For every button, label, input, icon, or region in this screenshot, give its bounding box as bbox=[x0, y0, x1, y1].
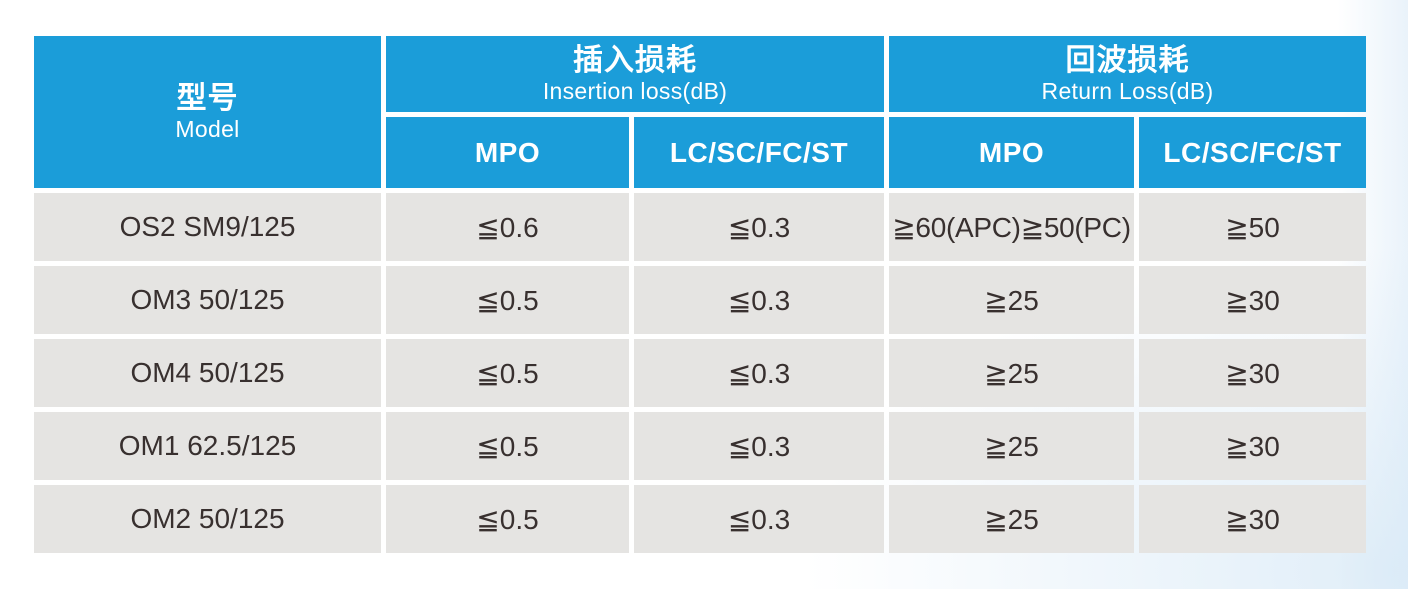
cell-insertion-lcscfcst: ≦0.3 bbox=[634, 266, 885, 334]
subheader-return-lcscfcst: LC/SC/FC/ST bbox=[1139, 117, 1367, 188]
cell-insertion-mpo: ≦0.5 bbox=[386, 412, 629, 480]
table-row-os2: OS2 SM9/125 ≦0.6 ≦0.3 ≧60(APC)≧50(PC) ≧5… bbox=[34, 193, 1367, 261]
spec-table-container: 型号 Model 插入损耗 Insertion loss(dB) 回波损耗 Re… bbox=[29, 31, 1371, 558]
header-group-return-loss: 回波损耗 Return Loss(dB) bbox=[889, 36, 1367, 112]
cell-return-mpo: ≧25 bbox=[889, 266, 1135, 334]
optical-loss-spec-table: 型号 Model 插入损耗 Insertion loss(dB) 回波损耗 Re… bbox=[29, 31, 1371, 558]
header-return-loss-zh: 回波损耗 bbox=[1065, 43, 1190, 77]
cell-insertion-lcscfcst: ≦0.3 bbox=[634, 412, 885, 480]
cell-model: OM4 50/125 bbox=[34, 339, 381, 407]
cell-model: OM3 50/125 bbox=[34, 266, 381, 334]
subheader-insertion-mpo: MPO bbox=[386, 117, 629, 188]
subheader-return-mpo: MPO bbox=[889, 117, 1135, 188]
cell-return-mpo: ≧25 bbox=[889, 485, 1135, 553]
header-model-en: Model bbox=[175, 115, 240, 142]
header-return-loss-en: Return Loss(dB) bbox=[1041, 77, 1214, 104]
header-model-zh: 型号 bbox=[176, 81, 239, 115]
cell-insertion-lcscfcst: ≦0.3 bbox=[634, 485, 885, 553]
cell-return-lcscfcst: ≧30 bbox=[1139, 412, 1367, 480]
header-insertion-loss-zh: 插入损耗 bbox=[573, 43, 697, 77]
table-row-om1: OM1 62.5/125 ≦0.5 ≦0.3 ≧25 ≧30 bbox=[34, 412, 1367, 480]
subheader-insertion-lcscfcst: LC/SC/FC/ST bbox=[634, 117, 885, 188]
header-group-insertion-loss: 插入损耗 Insertion loss(dB) bbox=[386, 36, 885, 112]
cell-return-lcscfcst: ≧50 bbox=[1139, 193, 1367, 261]
cell-return-mpo: ≧25 bbox=[889, 412, 1135, 480]
table-row-om2: OM2 50/125 ≦0.5 ≦0.3 ≧25 ≧30 bbox=[34, 485, 1367, 553]
header-model-cell: 型号 Model bbox=[34, 36, 381, 188]
cell-model: OM1 62.5/125 bbox=[34, 412, 381, 480]
cell-return-lcscfcst: ≧30 bbox=[1139, 339, 1367, 407]
cell-insertion-mpo: ≦0.5 bbox=[386, 266, 629, 334]
cell-insertion-mpo: ≦0.5 bbox=[386, 485, 629, 553]
cell-model: OM2 50/125 bbox=[34, 485, 381, 553]
cell-return-mpo: ≧25 bbox=[889, 339, 1135, 407]
cell-insertion-mpo: ≦0.6 bbox=[386, 193, 629, 261]
cell-return-mpo: ≧60(APC)≧50(PC) bbox=[889, 193, 1135, 261]
cell-insertion-mpo: ≦0.5 bbox=[386, 339, 629, 407]
cell-return-lcscfcst: ≧30 bbox=[1139, 266, 1367, 334]
cell-insertion-lcscfcst: ≦0.3 bbox=[634, 193, 885, 261]
cell-model: OS2 SM9/125 bbox=[34, 193, 381, 261]
cell-insertion-lcscfcst: ≦0.3 bbox=[634, 339, 885, 407]
table-row-om3: OM3 50/125 ≦0.5 ≦0.3 ≧25 ≧30 bbox=[34, 266, 1367, 334]
cell-return-lcscfcst: ≧30 bbox=[1139, 485, 1367, 553]
header-insertion-loss-en: Insertion loss(dB) bbox=[542, 77, 728, 104]
table-row-om4: OM4 50/125 ≦0.5 ≦0.3 ≧25 ≧30 bbox=[34, 339, 1367, 407]
